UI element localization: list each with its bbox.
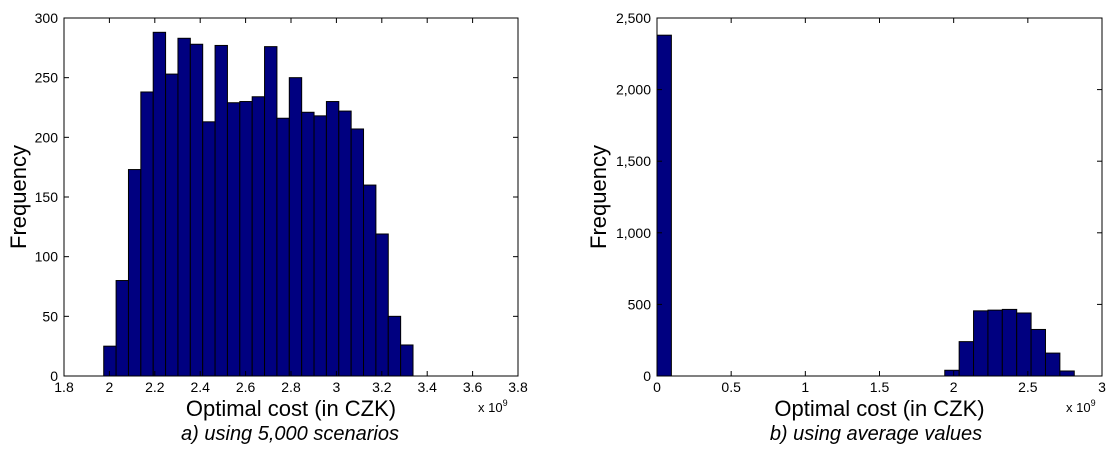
chart-a-x-exponent-power: 9 — [503, 398, 508, 408]
chart-a-bar — [387, 315, 402, 377]
chart-b-xtick-label: 2 — [950, 379, 958, 395]
chart-a-bar — [103, 345, 117, 377]
chart-a-x-exponent: x 109 — [478, 398, 508, 415]
chart-b-ylabel: Frequency — [586, 145, 611, 249]
chart-a-ytick-label: 0 — [50, 368, 58, 384]
chart-a-bar — [127, 169, 142, 377]
chart-b-bar — [1001, 308, 1018, 377]
chart-b-ytick-label: 2,500 — [616, 10, 651, 26]
chart-b-bar — [1030, 328, 1046, 377]
chart-a-ytick-label: 50 — [42, 308, 58, 324]
chart-a-xtick-label: 3.8 — [508, 379, 528, 395]
chart-a-bar — [350, 128, 365, 377]
chart-b-xtick-label: 3 — [1098, 379, 1106, 395]
chart-b-xtick-label: 1.5 — [870, 379, 890, 395]
chart-a-caption: a) using 5,000 scenarios — [181, 423, 399, 445]
chart-b-bar — [944, 369, 960, 377]
chart-b-x-exponent-power: 9 — [1091, 398, 1096, 408]
chart-a-bar — [152, 31, 167, 377]
chart-a-bar — [214, 44, 228, 377]
chart-b-bar — [656, 34, 672, 377]
chart-a-bar — [276, 117, 290, 377]
chart-b-bar — [1044, 352, 1061, 377]
chart-b-x-exponent: x 109 — [1066, 398, 1096, 415]
chart-b-caption: b) using average values — [770, 423, 982, 445]
chart-a-xtick-label: 3 — [333, 379, 341, 395]
chart-b-ytick-label: 500 — [628, 296, 652, 312]
chart-b-xtick-label: 0.5 — [721, 379, 741, 395]
chart-a-group: 1.8 2 2.2 2.4 2.6 2.8 3 3.2 3.4 3.6 3.8 0 50 100 150 20… — [6, 10, 528, 445]
chart-b-xtick-label: 2.5 — [1018, 379, 1038, 395]
chart-a-bar — [325, 101, 340, 377]
chart-b-bar — [973, 310, 989, 377]
chart-a-bar — [226, 102, 241, 377]
chart-b-ytick-label: 2,000 — [616, 82, 651, 98]
chart-b-bar — [1059, 370, 1075, 377]
chart-a-xtick-label: 1.8 — [54, 379, 74, 395]
chart-a-bar — [264, 46, 278, 377]
chart-a-ytick-label: 200 — [35, 129, 59, 145]
chart-a-bar — [115, 280, 129, 377]
chart-a-bar — [375, 233, 389, 377]
chart-b-xlabel: Optimal cost (in CZK) — [774, 396, 984, 421]
chart-b-ytick-label: 1,500 — [616, 153, 651, 169]
chart-b-xtick-label: 1 — [801, 379, 809, 395]
chart-a-x-exponent-base: x 10 — [478, 400, 503, 415]
chart-b-x-exponent-base: x 10 — [1066, 400, 1091, 415]
chart-a-xtick-label: 2.8 — [281, 379, 301, 395]
chart-b-bar — [1016, 312, 1032, 377]
chart-a-xtick-label: 3.4 — [417, 379, 437, 395]
chart-a-bar — [288, 77, 303, 377]
chart-a-xtick-label: 3.6 — [463, 379, 483, 395]
chart-a-bar — [177, 37, 191, 377]
chart-a-xtick-label: 2 — [106, 379, 114, 395]
chart-b-ytick-label: 0 — [643, 368, 651, 384]
chart-a-bar — [301, 111, 315, 377]
chart-a-bar — [363, 184, 377, 377]
chart-a-bar — [313, 115, 327, 377]
chart-b-bar — [987, 309, 1003, 377]
chart-a-ytick-label: 100 — [35, 249, 59, 265]
chart-a-xtick-label: 2.4 — [190, 379, 210, 395]
chart-b-group: 0 0.5 1 1.5 2 2.5 3 0 500 1,000 1,500 2,000 2,500 Opt… — [586, 10, 1106, 445]
chart-a-bar — [400, 344, 414, 377]
chart-a-bar — [140, 91, 154, 377]
chart-b-xtick-label: 0 — [653, 379, 661, 395]
chart-b-ytick-label: 1,000 — [616, 225, 651, 241]
chart-a-xtick-label: 3.2 — [372, 379, 392, 395]
chart-a-ytick-label: 250 — [35, 70, 59, 86]
chart-a-bar — [189, 43, 204, 377]
chart-a-bar — [239, 101, 253, 377]
chart-a-ylabel: Frequency — [6, 145, 31, 249]
chart-a-xtick-label: 2.6 — [236, 379, 256, 395]
chart-a-xtick-label: 2.2 — [145, 379, 165, 395]
chart-a-bar — [202, 121, 216, 377]
chart-a-bar — [251, 96, 266, 377]
chart-a-bar — [165, 73, 179, 377]
chart-a-bar — [338, 110, 352, 377]
chart-b-bar — [958, 341, 975, 377]
chart-a-ytick-label: 150 — [35, 189, 59, 205]
chart-b-axes-box — [656, 17, 1103, 377]
chart-a-ytick-label: 300 — [35, 10, 59, 26]
chart-a-xlabel: Optimal cost (in CZK) — [186, 396, 396, 421]
